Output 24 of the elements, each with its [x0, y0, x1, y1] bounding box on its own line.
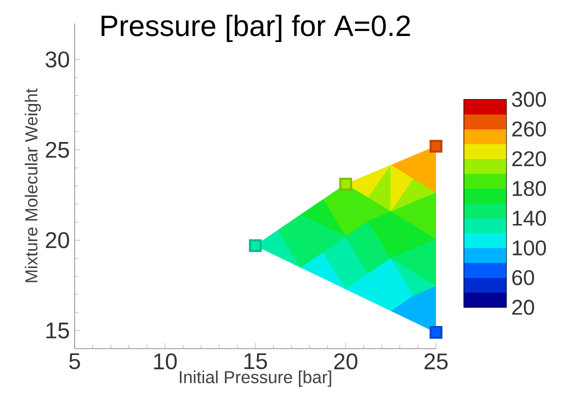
color-bar-label: 60 [512, 270, 534, 286]
color-bar-label: 20 [512, 300, 534, 315]
point [430, 326, 442, 339]
color-bar-label: 220 [512, 151, 546, 166]
color-bar-label: 180 [512, 180, 546, 196]
color-bar-label: 140 [512, 210, 546, 226]
y-tick-label: 20 [46, 232, 70, 248]
x-tick-label: 5 [69, 353, 80, 370]
point [339, 178, 352, 191]
point [430, 140, 442, 153]
x-axis-title: Initial Pressure [bar] [180, 370, 332, 387]
y-tick-label: 25 [46, 142, 69, 158]
x-tick-label: 15 [244, 353, 267, 370]
x-tick-label: 10 [154, 353, 177, 370]
color-bar-label: 300 [512, 92, 546, 107]
y-tick-label: 15 [46, 322, 69, 338]
color-bar-label: 100 [512, 240, 546, 256]
y-axis-title: Mixture Molecular Weight [24, 88, 41, 282]
x-tick-label: 25 [424, 353, 448, 370]
x-tick-label: 20 [334, 353, 358, 370]
color-bar-label: 260 [512, 122, 546, 137]
chart-title: Pressure [bar] for A=0.2 [102, 14, 410, 42]
y-tick-label: 30 [46, 51, 70, 68]
point [248, 239, 262, 252]
